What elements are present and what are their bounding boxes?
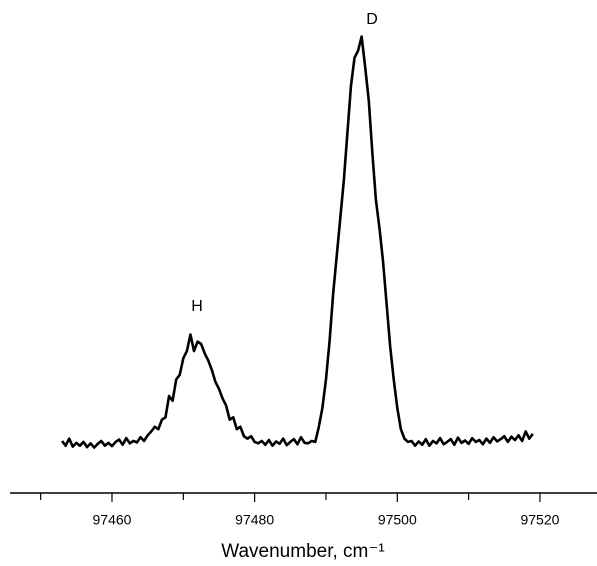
peak-annotation: D (366, 11, 378, 28)
spectrum-line (61, 35, 534, 449)
x-tick-label: 97520 (520, 512, 559, 528)
x-tick-label: 97500 (378, 512, 417, 528)
peak-annotation: H (191, 298, 203, 315)
x-axis-label: Wavenumber, cm⁻¹ (221, 541, 384, 562)
x-tick-label: 97480 (235, 512, 274, 528)
x-tick-label: 97460 (93, 512, 132, 528)
